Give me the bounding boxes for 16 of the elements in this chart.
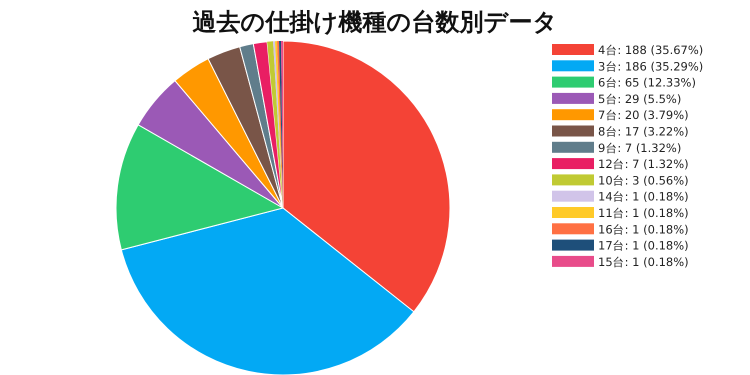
legend-label: 4台: 188 (35.67%) (598, 43, 704, 57)
legend-label: 7台: 20 (3.79%) (598, 108, 689, 122)
chart-title: 過去の仕掛け機種の台数別データ (192, 8, 558, 36)
legend-label: 17台: 1 (0.18%) (598, 238, 689, 253)
legend-label: 12台: 7 (1.32%) (598, 157, 689, 172)
legend-label: 6台: 65 (12.33%) (598, 76, 696, 90)
legend-label: 11台: 1 (0.18%) (598, 206, 689, 220)
legend-label: 15台: 1 (0.18%) (598, 254, 689, 269)
legend-label: 16台: 1 (0.18%) (598, 222, 689, 236)
legend-label: 3台: 186 (35.29%) (598, 59, 704, 74)
legend-label: 8台: 17 (3.22%) (598, 124, 689, 138)
legend-label: 14台: 1 (0.18%) (598, 190, 689, 204)
legend-label: 9台: 7 (1.32%) (598, 140, 682, 155)
legend-label: 5台: 29 (5.5%) (598, 92, 682, 106)
pie-slice (267, 41, 283, 208)
legend-label: 10台: 3 (0.56%) (598, 173, 689, 188)
